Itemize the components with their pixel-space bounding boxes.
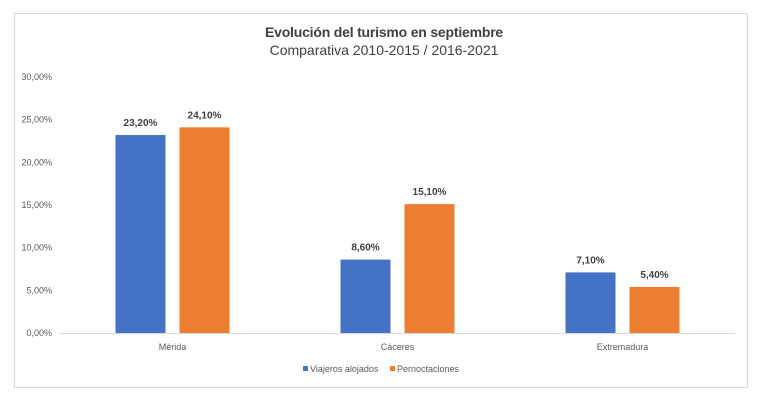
bar-viajeros — [115, 135, 166, 333]
bar-viajeros — [340, 259, 391, 333]
data-label: 8,60% — [351, 243, 379, 254]
legend-label: Pernoctaciones — [397, 364, 460, 374]
legend-swatch — [390, 366, 395, 371]
x-category-label: Mérida — [159, 342, 187, 352]
data-label: 5,40% — [640, 270, 668, 281]
legend-label: Viajeros alojados — [310, 364, 379, 374]
y-tick-label: 15,00% — [21, 200, 52, 210]
bar-pernoctaciones — [179, 127, 230, 333]
legend-swatch — [303, 366, 308, 371]
data-label: 15,10% — [413, 187, 447, 198]
y-tick-label: 25,00% — [21, 115, 52, 125]
chart-subtitle: Comparativa 2010-2015 / 2016-2021 — [269, 42, 499, 58]
x-category-label: Cáceres — [381, 342, 415, 352]
y-tick-label: 30,00% — [21, 72, 52, 82]
y-tick-label: 0,00% — [26, 328, 52, 338]
chart-title: Evolución del turismo en septiembre — [264, 24, 504, 40]
bar-pernoctaciones — [404, 204, 455, 333]
data-label: 7,10% — [576, 255, 604, 266]
data-label: 23,20% — [124, 118, 158, 129]
y-tick-label: 10,00% — [21, 243, 52, 253]
bar-viajeros — [565, 272, 616, 333]
y-tick-label: 5,00% — [26, 285, 52, 295]
y-tick-label: 20,00% — [21, 157, 52, 167]
data-label: 24,10% — [188, 110, 222, 121]
x-category-label: Extremadura — [597, 342, 649, 352]
bar-pernoctaciones — [629, 286, 680, 333]
